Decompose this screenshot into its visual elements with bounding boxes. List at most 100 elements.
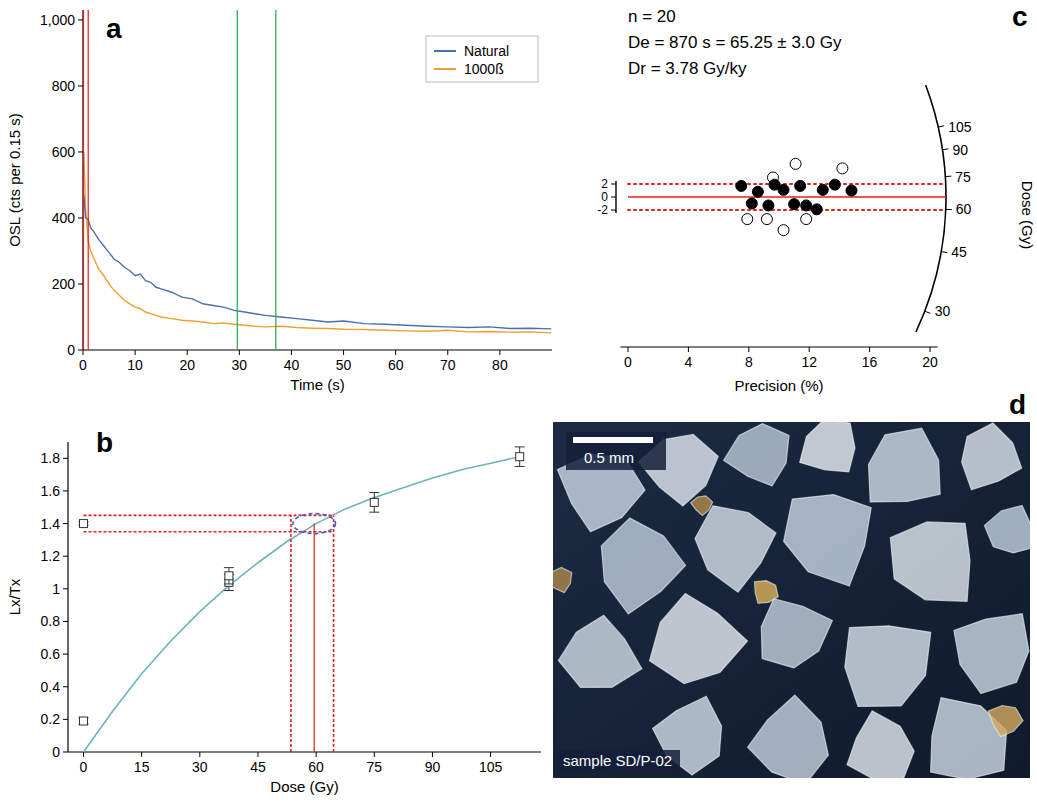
panel-a: 0102030405060708002004006008001,000Time …	[6, 10, 552, 393]
decay-curve	[84, 195, 551, 329]
filled-point	[763, 200, 774, 211]
background-window-line	[237, 10, 238, 350]
y-tick	[78, 85, 83, 86]
error-cap	[369, 512, 379, 513]
x-axis	[68, 751, 541, 752]
regen-point	[516, 453, 524, 461]
error-cap	[224, 583, 234, 584]
z-tick	[611, 197, 616, 198]
x-tick	[141, 752, 142, 757]
panel-d: 0.5 mmsample SD/P-02	[545, 420, 1036, 784]
legend: Natural 1000ß	[426, 36, 538, 82]
fit-curve	[84, 457, 520, 752]
signal-window-line	[88, 10, 89, 350]
grain	[601, 518, 685, 614]
y-tick-label: 0.2	[41, 711, 61, 727]
decay-curve	[84, 152, 551, 333]
x-tick-label: 10	[127, 357, 143, 373]
dose-tick	[925, 311, 931, 313]
grain	[748, 695, 829, 778]
panel-c: n = 20De = 870 s = 65.25 ± 3.0 GyDr = 3.…	[597, 1, 1036, 394]
y-tick-label: 1.8	[41, 450, 61, 466]
x-tick	[499, 350, 500, 355]
band-upper	[84, 515, 334, 517]
x-tick	[83, 752, 84, 757]
filled-point	[752, 186, 763, 197]
y-tick-label: 0	[52, 744, 60, 760]
dose-tick	[938, 126, 944, 127]
y-axis-title: OSL (cts per 0.15 s)	[6, 113, 23, 247]
grain	[695, 506, 776, 592]
y-tick	[78, 151, 83, 152]
x-tick-label: 20	[922, 354, 938, 370]
x-axis-title: Precision (%)	[734, 377, 823, 394]
grain	[761, 599, 832, 668]
x-tick	[447, 350, 448, 355]
natural-point	[80, 520, 88, 528]
grain	[847, 711, 914, 778]
legend-swatch	[434, 50, 456, 52]
x-tick-label: 70	[440, 357, 456, 373]
x-tick-label: 90	[425, 759, 441, 775]
legend-label: Natural	[464, 43, 509, 59]
x-tick	[343, 350, 344, 355]
filled-point	[778, 184, 789, 195]
grain	[869, 428, 941, 502]
x-tick-label: 20	[179, 357, 195, 373]
legend-swatch	[434, 68, 456, 70]
x-tick	[199, 752, 200, 757]
x-tick	[748, 347, 749, 352]
panel-label: c	[1012, 1, 1028, 32]
regen-point	[370, 498, 378, 506]
y-tick	[63, 686, 68, 687]
filled-point	[811, 204, 822, 215]
y-axis	[67, 442, 68, 752]
x-tick-label: 75	[366, 759, 382, 775]
y-tick-label: 1,000	[40, 12, 75, 28]
photo-grains	[553, 422, 1030, 778]
y-tick-label: 0.6	[41, 646, 61, 662]
x-tick-label: 60	[308, 759, 324, 775]
open-point	[761, 214, 772, 225]
band-line	[628, 183, 946, 185]
x-tick	[83, 350, 84, 355]
legend-label: 1000ß	[464, 61, 504, 77]
filled-point	[746, 198, 757, 209]
dose-tick-label: 30	[935, 303, 951, 319]
x-tick	[374, 752, 375, 757]
plot-area	[79, 447, 525, 752]
grain	[553, 568, 572, 593]
y-tick	[63, 458, 68, 459]
error-cap	[515, 446, 525, 447]
x-axis-title: Time (s)	[290, 376, 344, 393]
x-axis-title: Dose (Gy)	[270, 778, 338, 795]
grain	[784, 495, 872, 586]
scale-bar-label: 0.5 mm	[584, 449, 634, 466]
y-tick-label: 800	[52, 78, 76, 94]
y-tick	[63, 752, 68, 753]
x-tick-label: 30	[232, 357, 248, 373]
x-tick-label: 12	[801, 354, 817, 370]
x-tick-label: 0	[79, 357, 87, 373]
z-tick-label: -2	[597, 203, 608, 217]
y-tick	[63, 556, 68, 557]
x-tick-label: 45	[250, 759, 266, 775]
y-tick-label: 1	[52, 581, 60, 597]
y-tick	[78, 19, 83, 20]
y-tick-label: 400	[52, 210, 76, 226]
annotation: De = 870 s = 65.25 ± 3.0 Gy	[628, 33, 842, 52]
x-tick	[239, 350, 240, 355]
grain	[845, 626, 931, 707]
error-cap	[369, 492, 379, 493]
y-tick	[78, 350, 83, 351]
x-tick	[395, 350, 396, 355]
dose-tick-label: 105	[948, 119, 972, 135]
dose-tick	[942, 148, 948, 150]
plot-area	[628, 158, 946, 235]
regen-point	[225, 572, 233, 580]
grain	[558, 615, 642, 687]
y-tick	[63, 621, 68, 622]
y-tick-label: 1.4	[41, 516, 61, 532]
x-tick	[869, 347, 870, 352]
panel-label: a	[106, 13, 122, 44]
